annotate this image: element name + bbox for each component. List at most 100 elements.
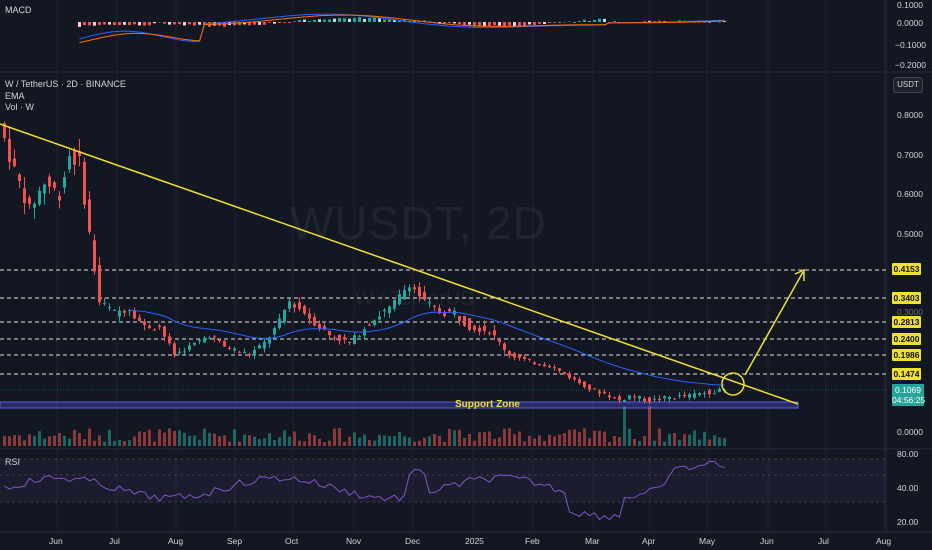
macd-histogram-bar — [353, 17, 356, 22]
volume-bar — [578, 432, 581, 446]
volume-bar — [453, 430, 456, 446]
candle-body — [253, 349, 256, 356]
macd-histogram-bar — [178, 22, 181, 25]
candle-body — [458, 315, 461, 321]
volume-bar — [463, 437, 466, 446]
volume-bar — [103, 441, 106, 446]
macd-histogram-bar — [703, 22, 706, 23]
support-zone — [0, 401, 799, 409]
volume-bar — [28, 434, 31, 446]
macd-histogram-bar — [263, 22, 266, 25]
currency-scale-button[interactable]: USDT — [893, 77, 923, 93]
ema-indicator-label[interactable]: EMA — [5, 91, 25, 101]
macd-histogram-bar — [723, 21, 726, 22]
candle-body — [678, 395, 681, 397]
time-tick: Mar — [585, 536, 600, 546]
macd-histogram-bar — [373, 17, 376, 22]
breakout-circle — [721, 372, 745, 396]
candle-body — [393, 299, 396, 309]
candle-body — [158, 325, 161, 328]
macd-histogram-bar — [153, 22, 156, 24]
time-tick: Oct — [285, 536, 299, 546]
candle-body — [433, 305, 436, 307]
volume-bar — [593, 430, 596, 446]
candle-body — [18, 174, 21, 182]
volume-bar — [538, 435, 541, 446]
volume-bar — [38, 431, 41, 446]
candle-body — [523, 356, 526, 360]
volume-bar — [478, 432, 481, 446]
candle-body — [328, 330, 331, 336]
macd-histogram-bar — [583, 19, 586, 22]
candle-body — [383, 310, 386, 312]
volume-bar — [148, 429, 151, 446]
candle-body — [33, 203, 36, 208]
candle-body — [653, 398, 656, 400]
candle-body — [93, 240, 96, 272]
macd-histogram-bar — [478, 22, 481, 27]
volume-bar — [338, 428, 341, 446]
volume-bar — [298, 440, 301, 446]
candle-body — [3, 123, 6, 138]
candle-body — [338, 334, 341, 341]
time-tick: Jun — [760, 536, 774, 546]
candle-body — [403, 290, 406, 300]
candle-body — [223, 340, 226, 347]
candle-body — [58, 195, 61, 201]
volume-bar — [188, 435, 191, 446]
candle-body — [63, 177, 66, 188]
volume-indicator-label[interactable]: Vol · W — [5, 102, 35, 112]
macd-histogram-bar — [643, 21, 646, 22]
candle-body — [73, 150, 76, 165]
macd-histogram-bar — [663, 21, 666, 22]
candle-body — [98, 264, 101, 302]
macd-histogram-bar — [573, 22, 576, 23]
volume-bar — [623, 406, 626, 446]
volume-bar — [663, 441, 666, 446]
candle-body — [233, 348, 236, 351]
volume-bar — [163, 432, 166, 446]
macd-histogram-bar — [128, 22, 131, 26]
macd-histogram-bar — [613, 21, 616, 22]
candle-body — [183, 351, 186, 353]
candle-body — [153, 329, 156, 331]
candle-body — [413, 287, 416, 290]
volume-bar — [173, 430, 176, 446]
volume-bar — [688, 434, 691, 446]
macd-histogram-bar — [593, 20, 596, 22]
price-tick: 0.6000 — [897, 189, 923, 199]
macd-histogram-bar — [258, 22, 261, 25]
volume-bar — [328, 440, 331, 446]
candle-body — [213, 336, 216, 338]
volume-bar — [73, 429, 76, 446]
volume-bar — [488, 431, 491, 446]
macd-label: MACD — [5, 5, 32, 15]
candle-body — [103, 303, 106, 305]
price-tick: 0.3000 — [897, 307, 923, 317]
candle-body — [528, 358, 531, 360]
volume-bar — [223, 435, 226, 446]
macd-histogram-bar — [658, 20, 661, 22]
time-tick: Dec — [405, 536, 421, 546]
candle-body — [358, 335, 361, 337]
volume-bar — [133, 436, 136, 446]
macd-histogram-bar — [288, 22, 291, 23]
volume-bar — [548, 434, 551, 446]
volume-bar — [343, 441, 346, 446]
macd-histogram-bar — [313, 19, 316, 22]
macd-histogram-bar — [118, 22, 121, 26]
volume-bar — [528, 435, 531, 446]
candle-body — [28, 197, 31, 204]
candle-body — [248, 353, 251, 356]
candle-body — [238, 351, 241, 353]
volume-bar — [208, 432, 211, 446]
volume-bar — [433, 433, 436, 446]
symbol-title[interactable]: W / TetherUS · 2D · BINANCE — [5, 79, 126, 89]
volume-bar — [573, 429, 576, 446]
candle-body — [193, 342, 196, 345]
candle-body — [268, 337, 271, 344]
volume-bar — [108, 429, 111, 446]
volume-bar — [643, 435, 646, 446]
volume-bar — [603, 431, 606, 446]
